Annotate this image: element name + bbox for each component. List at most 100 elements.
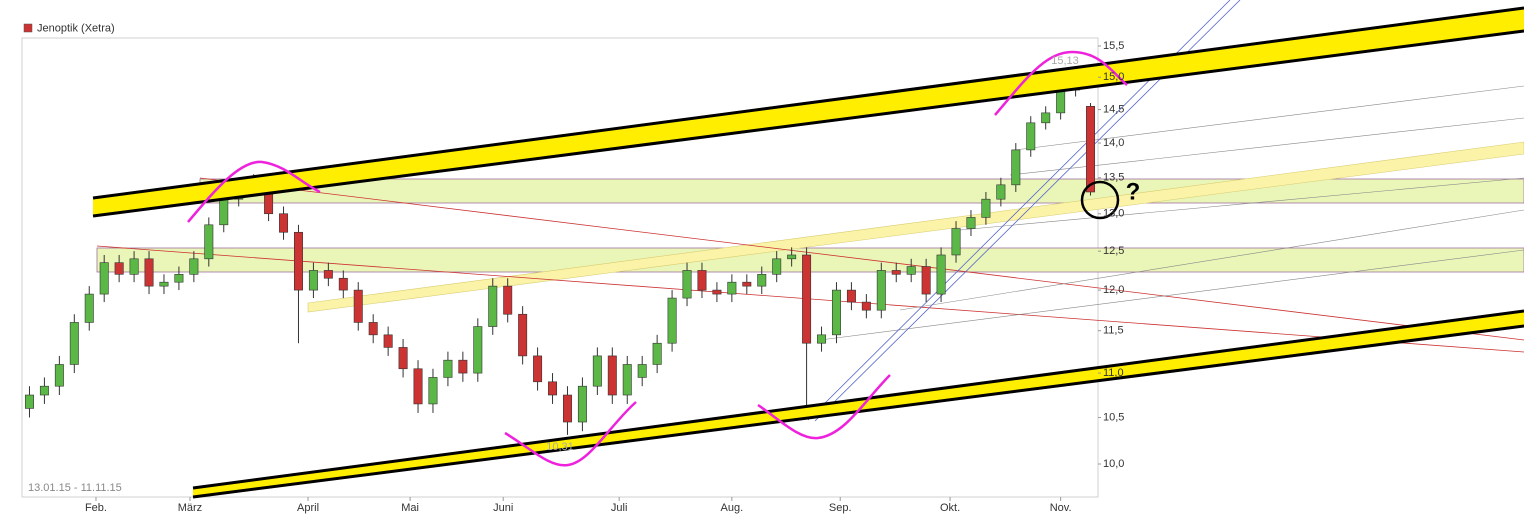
candle-body — [24, 394, 34, 409]
candle-body — [757, 274, 767, 287]
trend-line — [899, 209, 1524, 311]
candle-body — [473, 326, 483, 374]
y-tick-label: 15,5 — [1103, 40, 1124, 52]
y-tick-label: 14,5 — [1103, 103, 1124, 115]
x-tick-label: Juli — [611, 502, 628, 514]
y-tick-label: 13,0 — [1103, 208, 1124, 220]
candle-body — [996, 184, 1006, 200]
candle-body — [458, 359, 468, 374]
candle-body — [428, 377, 438, 405]
candle-body — [1086, 105, 1096, 193]
annotation-question: ? — [1126, 178, 1141, 205]
candle-body — [592, 355, 602, 387]
highlight-circle — [1080, 180, 1120, 220]
candle-body — [936, 254, 946, 295]
x-tick-label: Okt. — [940, 502, 960, 514]
y-tick-label: 13,5 — [1103, 172, 1124, 184]
y-tick-label: 11,0 — [1103, 367, 1124, 379]
drawings-over — [92, 6, 1524, 499]
zone — [199, 178, 1524, 204]
trend-line — [199, 177, 1524, 341]
x-tick-label: Sep. — [829, 502, 852, 514]
y-tick-label: 12,5 — [1103, 245, 1124, 257]
wave-curve — [187, 160, 321, 223]
candle-body — [488, 285, 498, 327]
candle-body — [144, 258, 154, 287]
candle-body — [1056, 89, 1066, 114]
candle-body — [308, 270, 318, 291]
candle-body — [219, 198, 229, 226]
x-tick-label: Aug. — [721, 502, 744, 514]
candle-body — [727, 281, 737, 295]
trend-line — [959, 177, 1524, 231]
candle-body — [921, 266, 931, 295]
candle-body — [562, 394, 572, 423]
candle-body — [891, 270, 901, 275]
candle-body — [667, 297, 677, 344]
candle-body — [876, 270, 886, 311]
y-tick-label: 10,0 — [1103, 458, 1124, 470]
x-tick-label: Juni — [493, 502, 513, 514]
candle-body — [951, 228, 961, 256]
y-tick-label: 15,0 — [1103, 71, 1124, 83]
candle-body — [114, 262, 124, 275]
candle-body — [189, 258, 199, 275]
candle-body — [39, 385, 49, 396]
candle-body — [831, 289, 841, 336]
candle-body — [279, 213, 289, 233]
candle-body — [398, 347, 408, 370]
legend-label: Jenoptik (Xetra) — [37, 22, 115, 34]
candle-body — [652, 342, 662, 365]
candle-body — [503, 285, 513, 315]
candle-body — [577, 385, 587, 423]
candle-body — [846, 289, 856, 303]
candle-body — [413, 368, 423, 405]
channel-band — [193, 311, 1524, 497]
annotation-low: 10,31 — [546, 441, 574, 453]
candle-body — [622, 364, 632, 396]
candle-body — [99, 262, 109, 295]
y-tick-label: 14,0 — [1103, 137, 1124, 149]
candle-body — [697, 270, 707, 291]
candle-body — [802, 254, 812, 344]
candle-body — [981, 198, 991, 218]
y-tick-label: 12,0 — [1103, 284, 1124, 296]
trend-line — [1009, 117, 1524, 176]
x-tick-label: Nov. — [1050, 502, 1072, 514]
candle-body — [966, 217, 976, 229]
y-tick-label: 11,5 — [1103, 325, 1124, 337]
candle-body — [338, 277, 348, 291]
candle-body — [533, 355, 543, 383]
candles — [24, 69, 1096, 435]
candle-body — [548, 381, 558, 396]
trend-line — [819, 249, 1524, 341]
candle-body — [353, 289, 363, 323]
candle-body — [607, 355, 617, 396]
candle-body — [54, 364, 64, 387]
candle-body — [159, 281, 169, 287]
y-tick-label: 10,5 — [1103, 411, 1124, 423]
candle-body — [1026, 122, 1036, 151]
channel-edge — [192, 309, 1524, 490]
candle-body — [518, 313, 528, 357]
candle-body — [204, 224, 214, 260]
candle-body — [682, 270, 692, 299]
date-range: 13.01.15 - 11.11.15 — [28, 482, 122, 494]
candle-body — [443, 359, 453, 378]
candle-body — [772, 258, 782, 275]
candle-body — [1011, 149, 1021, 186]
candle-body — [712, 289, 722, 295]
legend-swatch — [23, 23, 33, 33]
wave-curve — [994, 50, 1128, 116]
candle-body — [817, 334, 827, 344]
candle-body — [906, 266, 916, 275]
annotation-high: 15,13 — [1051, 55, 1079, 67]
candle-body — [1041, 112, 1051, 124]
x-tick-label: Mai — [401, 502, 419, 514]
candle-body — [174, 274, 184, 283]
candle-body — [861, 301, 871, 311]
candle-body — [742, 281, 752, 287]
wave-curve — [504, 401, 637, 467]
candle-body — [637, 364, 647, 378]
